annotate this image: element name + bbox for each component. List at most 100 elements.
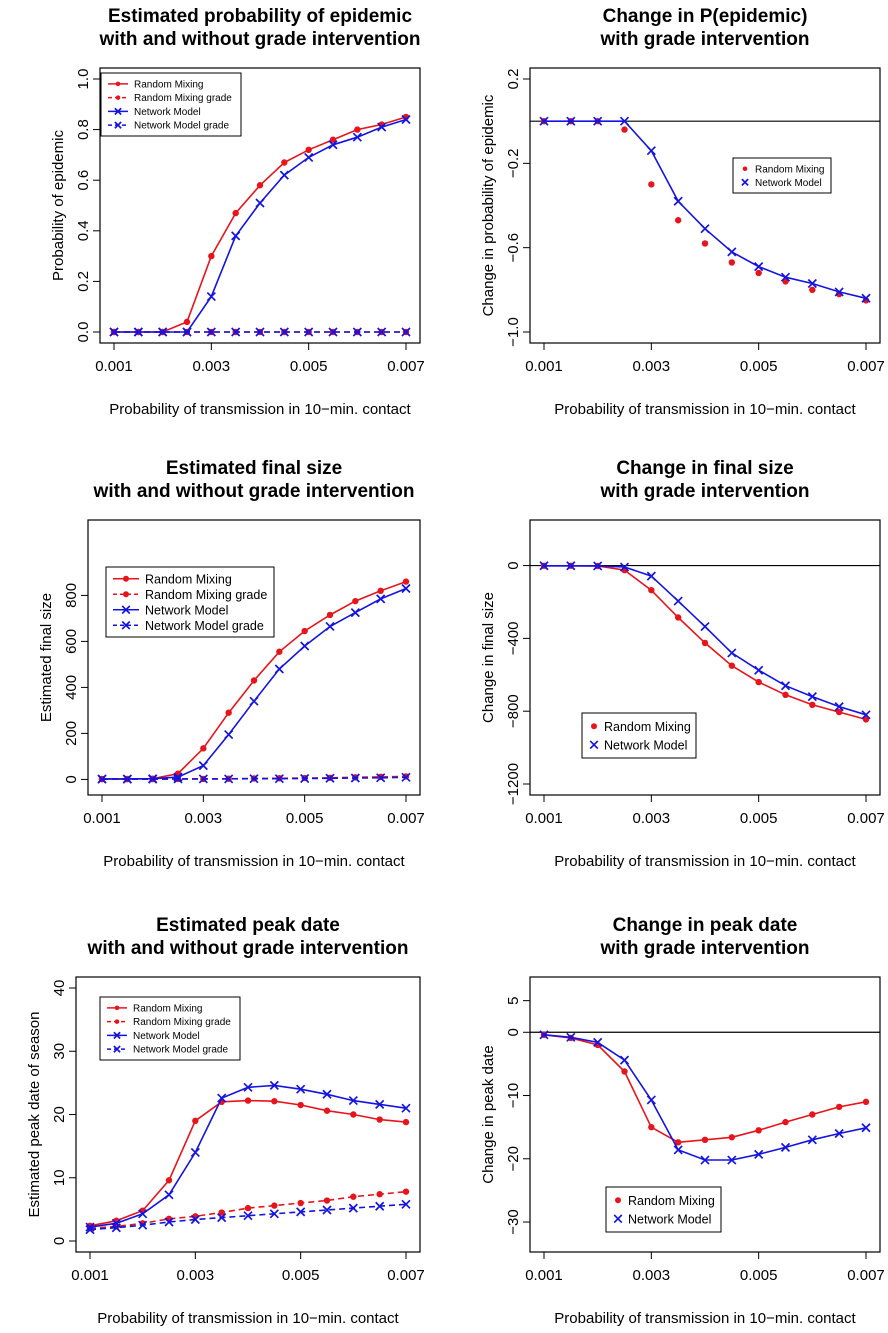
data-point	[728, 259, 736, 266]
data-point-x	[807, 278, 817, 289]
data-point-x	[352, 327, 362, 337]
data-point-x	[646, 571, 656, 581]
y-tick-label: 0	[505, 1028, 522, 1036]
data-point-x	[206, 327, 216, 337]
data-point-x	[322, 1089, 332, 1099]
y-axis-label: Change in final size	[480, 592, 497, 723]
legend-box	[732, 157, 832, 194]
y-tick-label: −30	[505, 1209, 522, 1234]
data-point	[350, 1111, 357, 1118]
data-point-x	[243, 1211, 253, 1221]
data-point	[281, 159, 288, 166]
series-network-model	[85, 1080, 411, 1232]
data-point-x	[700, 621, 710, 632]
legend-marker	[115, 95, 121, 100]
x-tick-label: 0.005	[740, 1267, 778, 1284]
data-point	[256, 182, 264, 189]
series-random-mixing-grade	[86, 1188, 410, 1232]
data-point	[376, 1116, 383, 1123]
data-point-x	[376, 773, 386, 783]
data-point-x	[539, 561, 549, 571]
legend-marker	[591, 723, 597, 730]
legend-marker	[114, 1019, 120, 1024]
data-point-x	[190, 1147, 200, 1158]
legend-label: Network Model grade	[145, 619, 264, 633]
data-point	[782, 1118, 789, 1126]
series-random-mixing	[540, 562, 870, 723]
x-tick-label: 0.007	[387, 358, 425, 375]
data-point-x	[566, 561, 576, 571]
data-point	[835, 1103, 843, 1111]
data-point-x	[279, 170, 289, 180]
data-point-x	[401, 1103, 411, 1113]
data-point-x	[279, 327, 289, 337]
y-tick-label: −20	[505, 1146, 522, 1171]
x-tick-label: 0.003	[193, 358, 231, 375]
data-point	[329, 136, 337, 143]
data-point-x	[673, 1145, 683, 1155]
data-point	[809, 701, 816, 709]
data-point-x	[300, 773, 310, 784]
y-tick-label: 40	[51, 980, 68, 997]
data-point-x	[780, 272, 791, 282]
legend-label: Network Model	[133, 1031, 200, 1042]
series-random-mixing	[540, 1031, 870, 1146]
data-point-x	[539, 1030, 549, 1040]
data-point	[835, 708, 843, 716]
legend: Random Mixing Network Model	[581, 712, 697, 759]
series-network-model-grade	[97, 772, 411, 784]
data-point-x	[164, 1217, 174, 1227]
legend-label: Random Mixing	[133, 1003, 202, 1014]
data-point-x	[350, 773, 360, 783]
legend-marker	[742, 166, 748, 172]
legend-label: Random Mixing	[145, 572, 232, 586]
legend-label: Random Mixing	[755, 164, 824, 175]
data-point-x	[300, 641, 310, 651]
data-point-x	[700, 1155, 710, 1165]
data-point-x	[322, 1205, 332, 1215]
data-point	[376, 1190, 383, 1198]
legend-marker	[121, 620, 131, 630]
chart-panel-2: Change in P(epidemic)with grade interven…	[480, 6, 885, 418]
y-tick-label: 10	[51, 1169, 68, 1186]
series-line	[114, 116, 407, 333]
y-tick-label: 600	[63, 629, 80, 654]
data-point-x	[807, 692, 817, 702]
data-point	[250, 677, 258, 684]
legend-marker	[589, 740, 599, 750]
plot-frame	[529, 67, 881, 344]
data-point-x	[700, 224, 710, 234]
y-tick-label: 30	[51, 1043, 68, 1060]
legend-marker	[123, 591, 129, 598]
data-point	[402, 1118, 410, 1126]
series-line	[114, 118, 407, 333]
data-point-x	[182, 327, 192, 337]
data-point-x	[269, 1080, 279, 1091]
data-point	[354, 126, 361, 133]
legend-marker	[113, 1045, 121, 1053]
data-point-x	[646, 1095, 656, 1105]
data-point-x	[325, 621, 335, 632]
legend-label: Random Mixing	[134, 79, 203, 90]
y-tick-label: 0	[63, 775, 80, 783]
x-tick-label: 0.007	[847, 358, 885, 375]
x-axis-label: Probability of transmission in 10−min. c…	[103, 853, 405, 870]
y-tick-label: 0.2	[505, 69, 522, 90]
legend-marker	[613, 1214, 623, 1224]
data-point	[728, 662, 736, 669]
x-axis-label: Probability of transmission in 10−min. c…	[554, 401, 856, 418]
data-point-x	[217, 1093, 227, 1103]
data-point-x	[619, 116, 630, 126]
data-point-x	[85, 1225, 95, 1235]
y-tick-label: 400	[63, 675, 80, 700]
legend-label: Network Model	[604, 738, 687, 752]
legend-label: Network Model	[134, 107, 201, 118]
chart-title-line: Estimated peak date	[156, 915, 340, 936]
data-point-x	[566, 1032, 576, 1042]
series-random-mixing	[86, 1097, 410, 1230]
data-point	[305, 146, 312, 154]
